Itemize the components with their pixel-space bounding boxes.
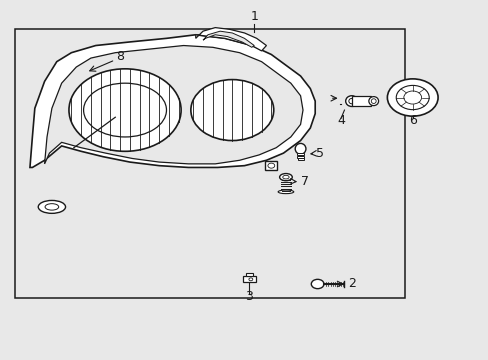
Circle shape (69, 69, 181, 151)
Ellipse shape (278, 190, 293, 194)
Bar (15, 30, 405, 298)
Text: 2: 2 (347, 278, 355, 291)
Circle shape (311, 279, 324, 289)
Ellipse shape (368, 96, 378, 105)
Polygon shape (30, 35, 315, 167)
Bar (351, 96, 370, 107)
Bar (297, 156, 303, 158)
Text: 5: 5 (315, 147, 324, 159)
Polygon shape (44, 45, 303, 164)
Ellipse shape (38, 201, 65, 213)
Ellipse shape (295, 143, 305, 154)
Bar (245, 273, 252, 276)
Polygon shape (195, 28, 266, 51)
Bar (297, 158, 303, 160)
Polygon shape (203, 31, 254, 47)
Bar (243, 276, 255, 282)
Text: 4: 4 (336, 114, 344, 127)
Bar (297, 153, 304, 155)
Text: 8: 8 (116, 50, 124, 63)
Ellipse shape (345, 96, 357, 107)
Text: 3: 3 (245, 290, 253, 303)
Bar (264, 161, 277, 170)
Text: 1: 1 (250, 10, 258, 23)
Text: 6: 6 (408, 114, 416, 127)
Text: 7: 7 (301, 175, 309, 188)
Ellipse shape (279, 174, 292, 181)
Circle shape (386, 79, 437, 116)
Circle shape (190, 80, 273, 140)
